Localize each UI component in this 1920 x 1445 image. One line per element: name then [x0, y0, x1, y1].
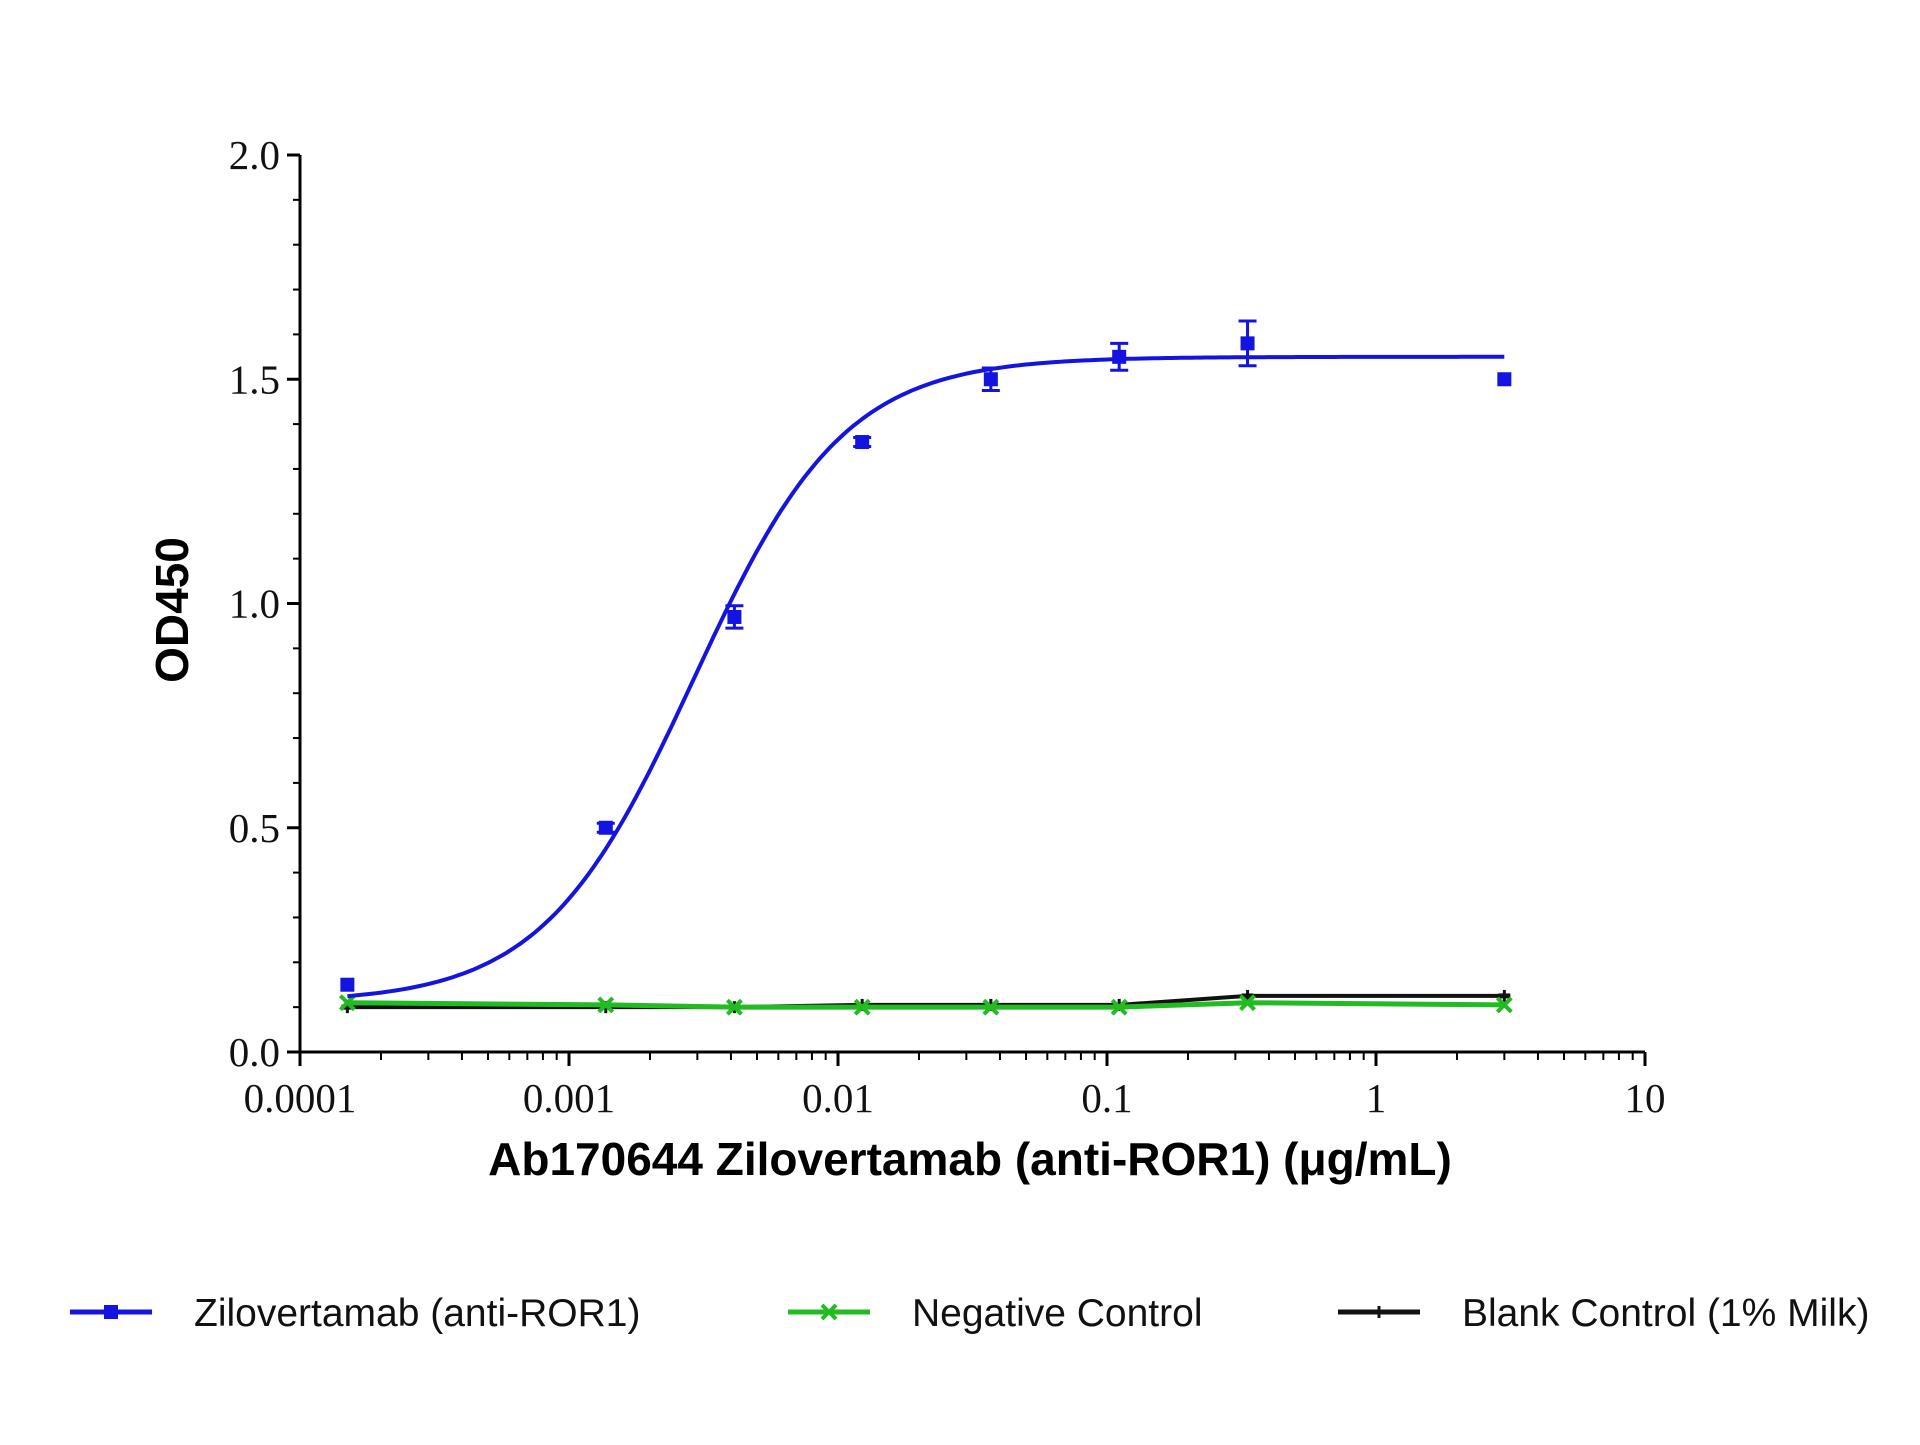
legend-item-2: Blank Control (1% Milk) [1338, 1292, 1869, 1335]
x-axis-title: Ab170644 Zilovertamab (anti-ROR1) (μg/mL… [488, 1133, 1452, 1185]
y-tick-label: 0.0 [229, 1029, 280, 1075]
data-point [725, 998, 743, 1016]
data-point [855, 435, 870, 450]
data-point [982, 998, 1000, 1016]
marker-stroke [982, 998, 1000, 1016]
x-tick-label: 0.01 [802, 1075, 874, 1121]
y-tick-label: 2.0 [229, 132, 280, 178]
x-tick-label: 0.001 [523, 1075, 615, 1121]
marker-stroke [853, 998, 871, 1016]
legend-item-0: Zilovertamab (anti-ROR1) [70, 1292, 640, 1335]
data-point [1498, 989, 1511, 1002]
data-point [1112, 349, 1127, 364]
x-tick-label: 0.1 [1081, 1075, 1132, 1121]
series-0 [340, 319, 1512, 999]
marker-stroke [1110, 998, 1128, 1016]
series-line [347, 1000, 1505, 1010]
legend-item-1: Negative Control [788, 1292, 1202, 1335]
data-point [340, 977, 355, 992]
data-point [1240, 336, 1255, 351]
x-tick-label: 10 [1625, 1075, 1666, 1121]
x-tick-label: 0.0001 [244, 1075, 357, 1121]
legend-swatch-marker [104, 1305, 118, 1319]
marker-stroke [597, 996, 615, 1014]
y-tick-label: 0.5 [229, 805, 280, 851]
fit-curve [347, 354, 1505, 999]
x-tick-label: 1 [1366, 1075, 1387, 1121]
marker-stroke [1495, 996, 1513, 1014]
data-point [1495, 996, 1513, 1014]
legend: Zilovertamab (anti-ROR1) Negative Control… [70, 1292, 1869, 1335]
data-point [983, 372, 998, 387]
data-point [1497, 372, 1512, 387]
data-point [853, 998, 871, 1016]
data-point [597, 996, 615, 1014]
marker-stroke [820, 1303, 838, 1321]
legend-label: Negative Control [912, 1292, 1202, 1335]
marker-stroke [1239, 994, 1256, 1012]
y-tick-label: 1.5 [229, 356, 280, 402]
y-axis-title: OD450 [146, 537, 198, 683]
marker-stroke [338, 994, 356, 1012]
series-1 [338, 994, 1513, 1016]
y-tick-label: 1.0 [229, 581, 280, 627]
legend-swatch-marker [1373, 1306, 1385, 1318]
data-point [1110, 998, 1128, 1016]
data-point [598, 820, 613, 835]
data-point [1239, 994, 1256, 1012]
data-point [338, 994, 356, 1012]
legend-label: Blank Control (1% Milk) [1462, 1292, 1869, 1335]
legend-label: Zilovertamab (anti-ROR1) [194, 1292, 640, 1335]
axes-group: 0.0 0.5 1.0 1.5 2.0 0.0001 0.001 0.01 0.1 1 10 [229, 132, 1666, 1121]
series-group [338, 319, 1513, 1016]
marker-stroke [725, 998, 743, 1016]
data-point [727, 609, 742, 624]
legend-swatch-marker [820, 1303, 838, 1321]
